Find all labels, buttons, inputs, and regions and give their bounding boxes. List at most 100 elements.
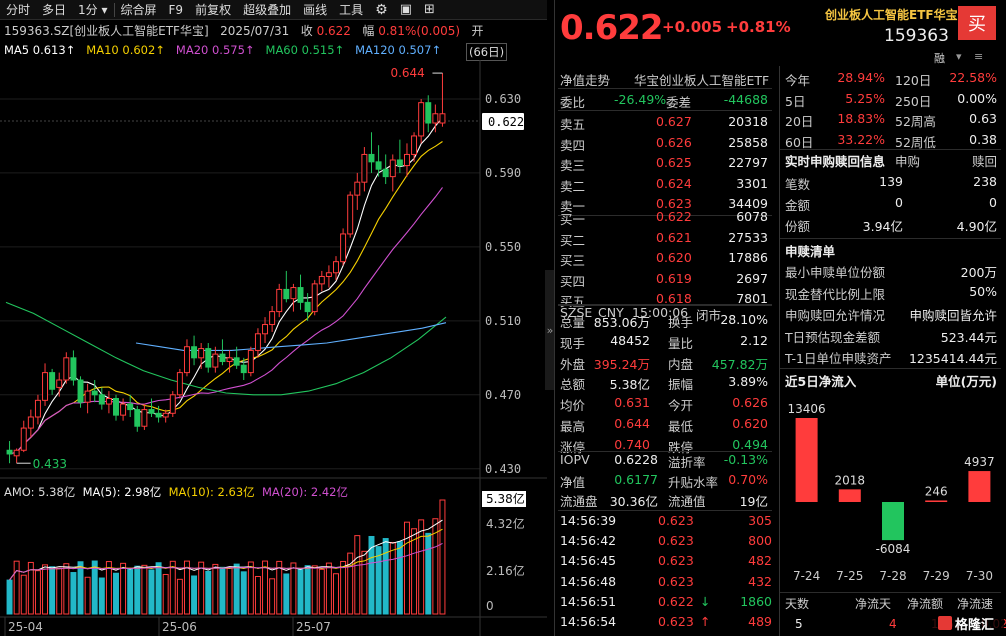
- stat-value: 28.10%: [720, 312, 768, 327]
- ma20-label: MA20 0.575↑: [175, 43, 255, 57]
- period-selector[interactable]: 1分 ▾: [78, 3, 108, 17]
- bid-level-label: 买三: [560, 253, 586, 268]
- vol-ma20-line: [9, 542, 443, 581]
- tab-multiday[interactable]: 多日: [42, 3, 67, 17]
- date-tick-label: 25-04: [8, 620, 43, 634]
- ma5-label: MA5 0.613↑: [4, 43, 76, 57]
- tick-arrow: ↓: [700, 593, 711, 609]
- perf-label: 今年: [785, 73, 811, 88]
- tools-button[interactable]: 工具: [339, 3, 364, 17]
- ask-level-label: 卖三: [560, 158, 586, 173]
- layout-icon[interactable]: ▣: [399, 2, 412, 17]
- candle-body: [176, 372, 183, 396]
- volume-bar: [212, 563, 219, 615]
- volume-bar: [91, 560, 98, 615]
- expand-icon[interactable]: ▾: [956, 50, 962, 63]
- candle-body: [304, 301, 311, 313]
- grid-icon[interactable]: ⊞: [424, 2, 435, 17]
- redeem-sell-value: 0: [989, 195, 997, 210]
- stat-row: 总额 5.38亿 振幅 3.89%: [558, 372, 772, 392]
- list-value: 200万: [960, 265, 997, 280]
- sidebar-toggle[interactable]: »: [545, 270, 555, 390]
- candle-body: [262, 324, 269, 335]
- draw-button[interactable]: 画线: [303, 3, 328, 17]
- divider: [558, 110, 772, 111]
- list-header: 申赎清单: [785, 239, 1001, 259]
- divider: [558, 510, 772, 511]
- candle-body: [120, 403, 127, 416]
- amp-label: 幅: [362, 24, 375, 38]
- divider: [780, 238, 1001, 239]
- tab-composite[interactable]: 综合屏: [120, 3, 157, 17]
- ask-row: 卖二 0.624 3301: [558, 174, 772, 194]
- bottom-header: 净流速: [957, 597, 994, 611]
- ask-level-label: 卖四: [560, 137, 586, 153]
- candle-body: [396, 159, 403, 167]
- volume-bar: [49, 566, 56, 615]
- overlay-button[interactable]: 超级叠加: [243, 3, 292, 17]
- redeem-buy-header: 申购: [895, 154, 921, 169]
- tick-time: 14:56:48: [560, 573, 617, 589]
- tab-f9[interactable]: F9: [168, 2, 184, 17]
- stat-value: 48452: [610, 332, 650, 348]
- tab-intraday[interactable]: 分时: [6, 3, 31, 17]
- inflow-day-label: 7-30: [966, 569, 993, 583]
- perf-label: 20日: [785, 114, 814, 129]
- candle-body: [198, 348, 205, 359]
- volume-bar: [183, 560, 190, 615]
- candles: [6, 73, 446, 464]
- bid-volume: 27533: [728, 229, 768, 245]
- buy-button[interactable]: 买: [958, 6, 996, 40]
- price-tick-label: 0.430: [485, 462, 521, 476]
- tick-price: 0.622: [658, 593, 694, 609]
- tick-time: 14:56:51: [560, 593, 617, 609]
- perf-row: 60日 33.22% 52周低 0.38: [785, 130, 1001, 150]
- candle-body: [105, 397, 112, 405]
- settings-icon[interactable]: ⚙: [375, 1, 388, 18]
- redeem-label: 份额: [785, 219, 811, 234]
- tick-row: 14:56:42 0.623 800: [558, 531, 772, 551]
- redeem-buy-value: 3.94亿: [862, 219, 903, 234]
- volume-bar: [347, 552, 354, 615]
- candle-body: [49, 372, 56, 390]
- iopv-value: 0.6228: [614, 452, 658, 467]
- stat-row: 现手 48452 量比 2.12: [558, 331, 772, 351]
- close-value: 0.622: [316, 24, 351, 38]
- candle-body: [212, 353, 219, 368]
- volume-bar: [169, 560, 176, 615]
- perf-label: 52周高: [895, 114, 936, 129]
- range-selector[interactable]: (66日): [466, 43, 508, 61]
- volume-bar: [333, 573, 339, 615]
- volume-bar: [84, 576, 91, 615]
- inflow-day-label: 7-25: [836, 569, 863, 583]
- volume-bar: [34, 570, 41, 615]
- bottom-header: 净流天: [855, 597, 892, 611]
- stat-row: 最高 0.644 最低 0.620: [558, 414, 772, 434]
- price-change: +0.005: [662, 18, 723, 36]
- stat-row: 外盘 395.24万 内盘 457.82万: [558, 352, 772, 372]
- candle-body: [240, 364, 247, 374]
- volume-bar: [247, 561, 254, 615]
- tick-volume: 305: [748, 513, 772, 528]
- candle-body: [127, 403, 134, 411]
- stat-label: 外盘: [560, 356, 586, 372]
- tick-time: 14:56:39: [560, 513, 617, 528]
- volume-bar: [113, 572, 119, 615]
- redeem-title: 实时申购赎回信息: [785, 154, 886, 169]
- list-icon[interactable]: ≡: [974, 50, 984, 63]
- ask-row: 卖三 0.625 22797: [558, 153, 772, 173]
- bid-row: 买一 0.622 6078: [558, 207, 772, 227]
- price-tick-label: 0.590: [485, 166, 521, 180]
- list-value: 1235414.44元: [908, 351, 997, 366]
- current-price-tag-text: 0.622: [488, 115, 524, 129]
- time-label: 15:00:06: [632, 305, 689, 320]
- adjust-selector[interactable]: 前复权: [195, 3, 232, 17]
- candle-body: [91, 390, 98, 396]
- list-value: 50%: [969, 283, 997, 299]
- volume-bar: [98, 577, 105, 615]
- inflow-value-label: 246: [925, 484, 948, 498]
- chart-toolbar: 分时 多日 1分 ▾ 综合屏 F9 前复权 超级叠加 画线 工具 ⚙ ▣ ⊞: [0, 0, 547, 20]
- ma10-label: MA10 0.602↑: [86, 43, 165, 57]
- volume-bar: [382, 538, 389, 615]
- inflow-bar: [925, 500, 948, 502]
